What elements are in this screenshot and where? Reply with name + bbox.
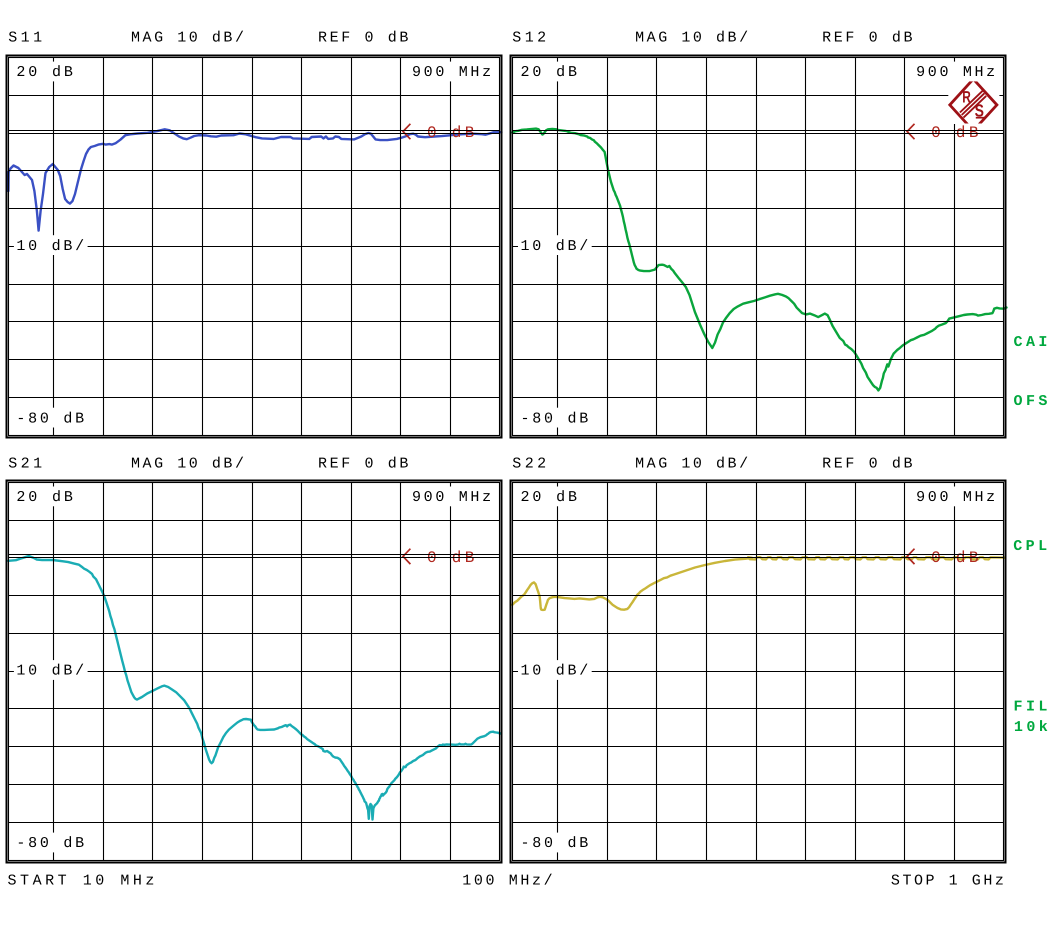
svg-text:900 MHz: 900 MHz: [412, 64, 491, 81]
svg-text:S22: S22: [512, 455, 546, 472]
svg-text:20 dB: 20 dB: [521, 64, 578, 81]
svg-text:CPL: CPL: [1013, 538, 1047, 555]
svg-text:CAI: CAI: [1014, 334, 1048, 351]
svg-text:900 MHz: 900 MHz: [412, 489, 491, 506]
svg-text:S12: S12: [512, 30, 546, 47]
svg-text:R: R: [962, 89, 971, 107]
svg-text:900 MHz: 900 MHz: [916, 489, 995, 506]
svg-text:10k: 10k: [1014, 719, 1048, 736]
svg-text:20 dB: 20 dB: [16, 489, 73, 506]
svg-text:0: 0: [427, 549, 437, 567]
svg-text:S11: S11: [8, 30, 42, 47]
svg-text:OFS: OFS: [1014, 393, 1048, 410]
svg-text:20 dB: 20 dB: [521, 489, 578, 506]
svg-text:S21: S21: [8, 455, 42, 472]
svg-text:20 dB: 20 dB: [16, 64, 73, 81]
svg-text:FIL: FIL: [1014, 698, 1048, 715]
svg-text:0: 0: [931, 549, 941, 567]
svg-text:900 MHz: 900 MHz: [916, 64, 995, 81]
svg-text:S: S: [975, 101, 984, 121]
